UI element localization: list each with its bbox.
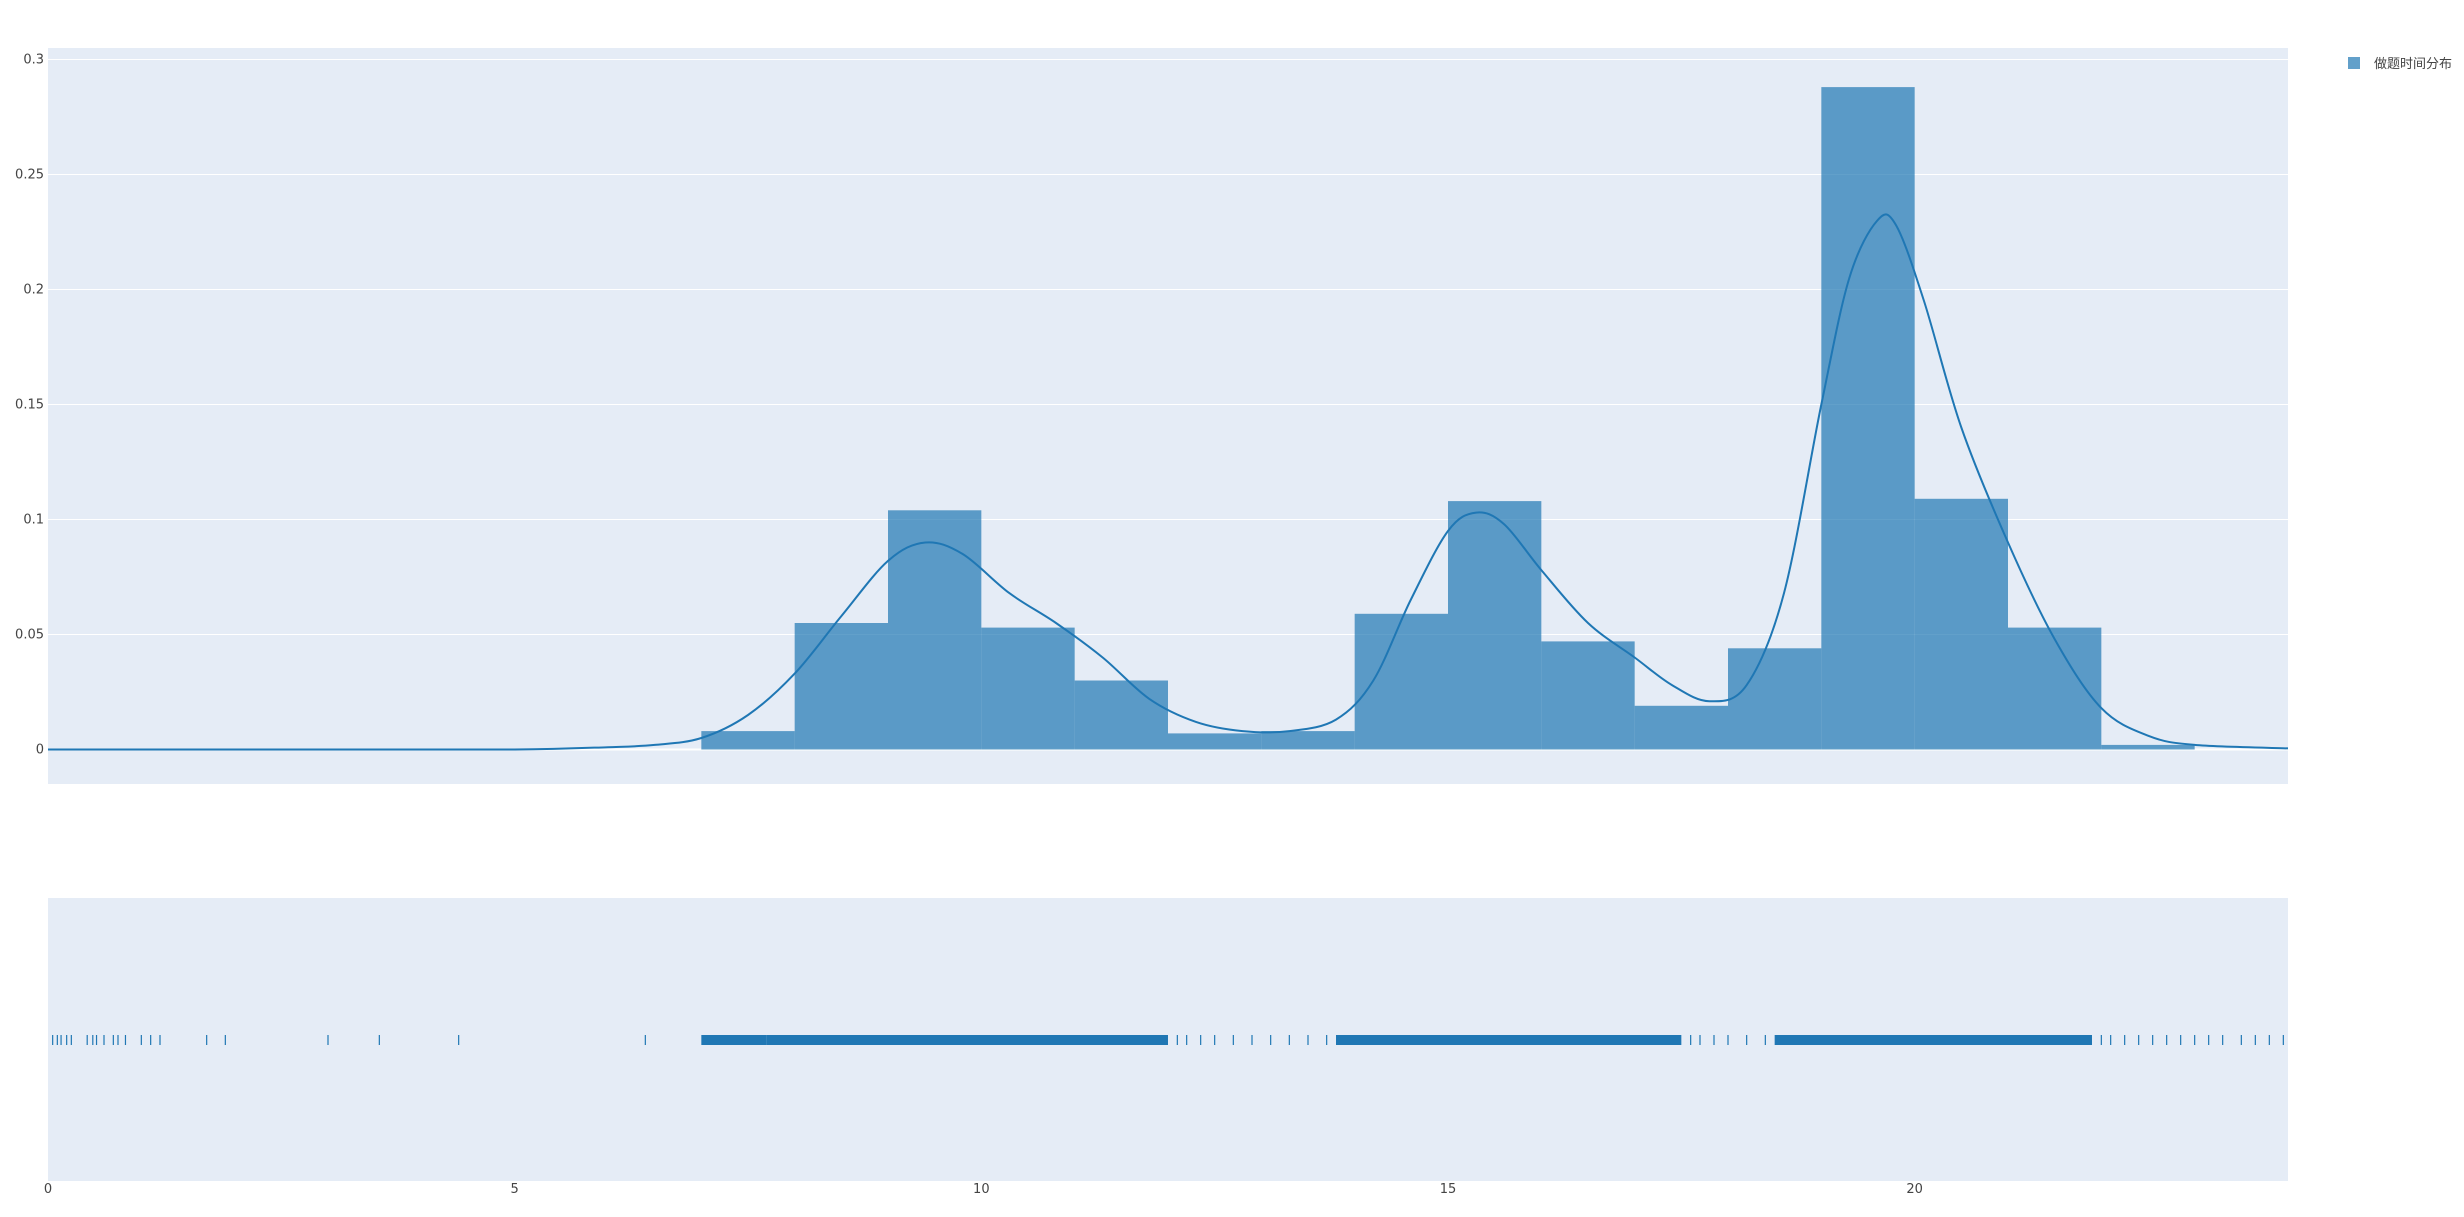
rug-band [1336, 1035, 1682, 1045]
x-tick-label: 0 [44, 1182, 52, 1197]
x-tick-label: 15 [1440, 1182, 1457, 1197]
histogram-bar [1541, 641, 1635, 750]
y-tick-label: 0 [36, 743, 44, 758]
histogram-bar [888, 510, 982, 750]
histogram-bar [794, 623, 888, 750]
histogram-bar [1354, 613, 1448, 750]
histogram-bar [981, 627, 1075, 750]
histogram-bar [1074, 680, 1168, 750]
x-tick-label: 10 [973, 1182, 990, 1197]
histogram-bar [701, 731, 795, 750]
x-axis-ticks: 0 5 10 15 20 [44, 1182, 1923, 1197]
rug-band [766, 1035, 1168, 1045]
histogram-bar [1728, 648, 1822, 750]
histogram-bar [1448, 501, 1542, 750]
y-tick-label: 0.15 [15, 398, 44, 413]
y-tick-label: 0.05 [15, 628, 44, 643]
legend[interactable]: 做题时间分布 [2348, 57, 2452, 72]
histogram-bar [1821, 87, 1915, 750]
x-tick-label: 5 [511, 1182, 519, 1197]
kde-curve [48, 213, 2289, 751]
legend-swatch [2348, 57, 2360, 69]
histogram-bar [1261, 731, 1355, 750]
x-tick-label: 20 [1906, 1182, 1923, 1197]
rug-band [701, 1035, 767, 1045]
histogram-bar [1914, 498, 2008, 750]
y-tick-label: 0.25 [15, 168, 44, 183]
histogram-bar [1634, 705, 1728, 750]
y-axis-ticks: 0 0.05 0.1 0.15 0.2 0.25 0.3 [15, 53, 44, 758]
histogram-bar [2101, 744, 2195, 750]
rug-marks [52, 1035, 2284, 1045]
histogram-bar [1168, 733, 1262, 750]
y-tick-label: 0.1 [23, 513, 44, 528]
histogram-bars [701, 87, 2195, 750]
legend-label: 做题时间分布 [2374, 57, 2452, 72]
y-tick-label: 0.3 [23, 53, 44, 68]
histogram-bar [2008, 627, 2102, 750]
y-tick-label: 0.2 [23, 283, 44, 298]
rug-band [1774, 1035, 2092, 1045]
